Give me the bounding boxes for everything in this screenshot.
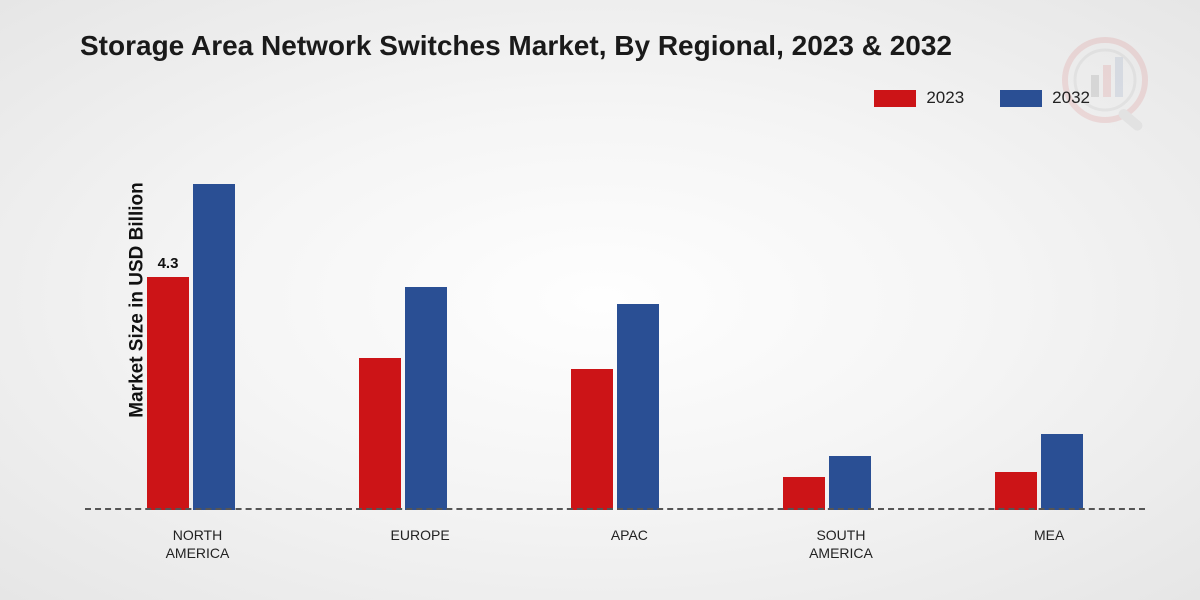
bar-group <box>783 130 871 510</box>
plot-area: 4.3 <box>85 130 1145 510</box>
x-axis-category-label: NORTH AMERICA <box>166 526 230 562</box>
legend-label-2032: 2032 <box>1052 88 1090 108</box>
bar-group <box>571 130 659 510</box>
legend-label-2023: 2023 <box>926 88 964 108</box>
bar-group: 4.3 <box>147 130 235 510</box>
x-axis-category-label: MEA <box>1034 526 1064 562</box>
chart-title: Storage Area Network Switches Market, By… <box>80 30 952 62</box>
bar-2023 <box>783 477 825 510</box>
bar-2032 <box>617 304 659 510</box>
bar-2023: 4.3 <box>147 277 189 510</box>
x-axis-baseline <box>85 508 1145 510</box>
legend-item-2023: 2023 <box>874 88 964 108</box>
bar-2032 <box>829 456 871 510</box>
watermark-logo <box>1055 35 1155 135</box>
bar-2023 <box>571 369 613 510</box>
legend-item-2032: 2032 <box>1000 88 1090 108</box>
bar-2032 <box>405 287 447 510</box>
x-axis-labels: NORTH AMERICA EUROPE APAC SOUTH AMERICA MEA <box>85 526 1145 562</box>
bar-2032 <box>1041 434 1083 510</box>
bar-2023 <box>359 358 401 510</box>
bar-value-label: 4.3 <box>158 255 179 272</box>
legend-swatch-2023 <box>874 90 916 107</box>
legend-swatch-2032 <box>1000 90 1042 107</box>
bar-group <box>995 130 1083 510</box>
bar-2032 <box>193 184 235 510</box>
legend: 2023 2032 <box>874 88 1090 108</box>
bar-groups: 4.3 <box>85 130 1145 510</box>
bar-2023 <box>995 472 1037 510</box>
x-axis-category-label: SOUTH AMERICA <box>809 526 873 562</box>
x-axis-category-label: APAC <box>611 526 648 562</box>
x-axis-category-label: EUROPE <box>391 526 450 562</box>
bar-group <box>359 130 447 510</box>
